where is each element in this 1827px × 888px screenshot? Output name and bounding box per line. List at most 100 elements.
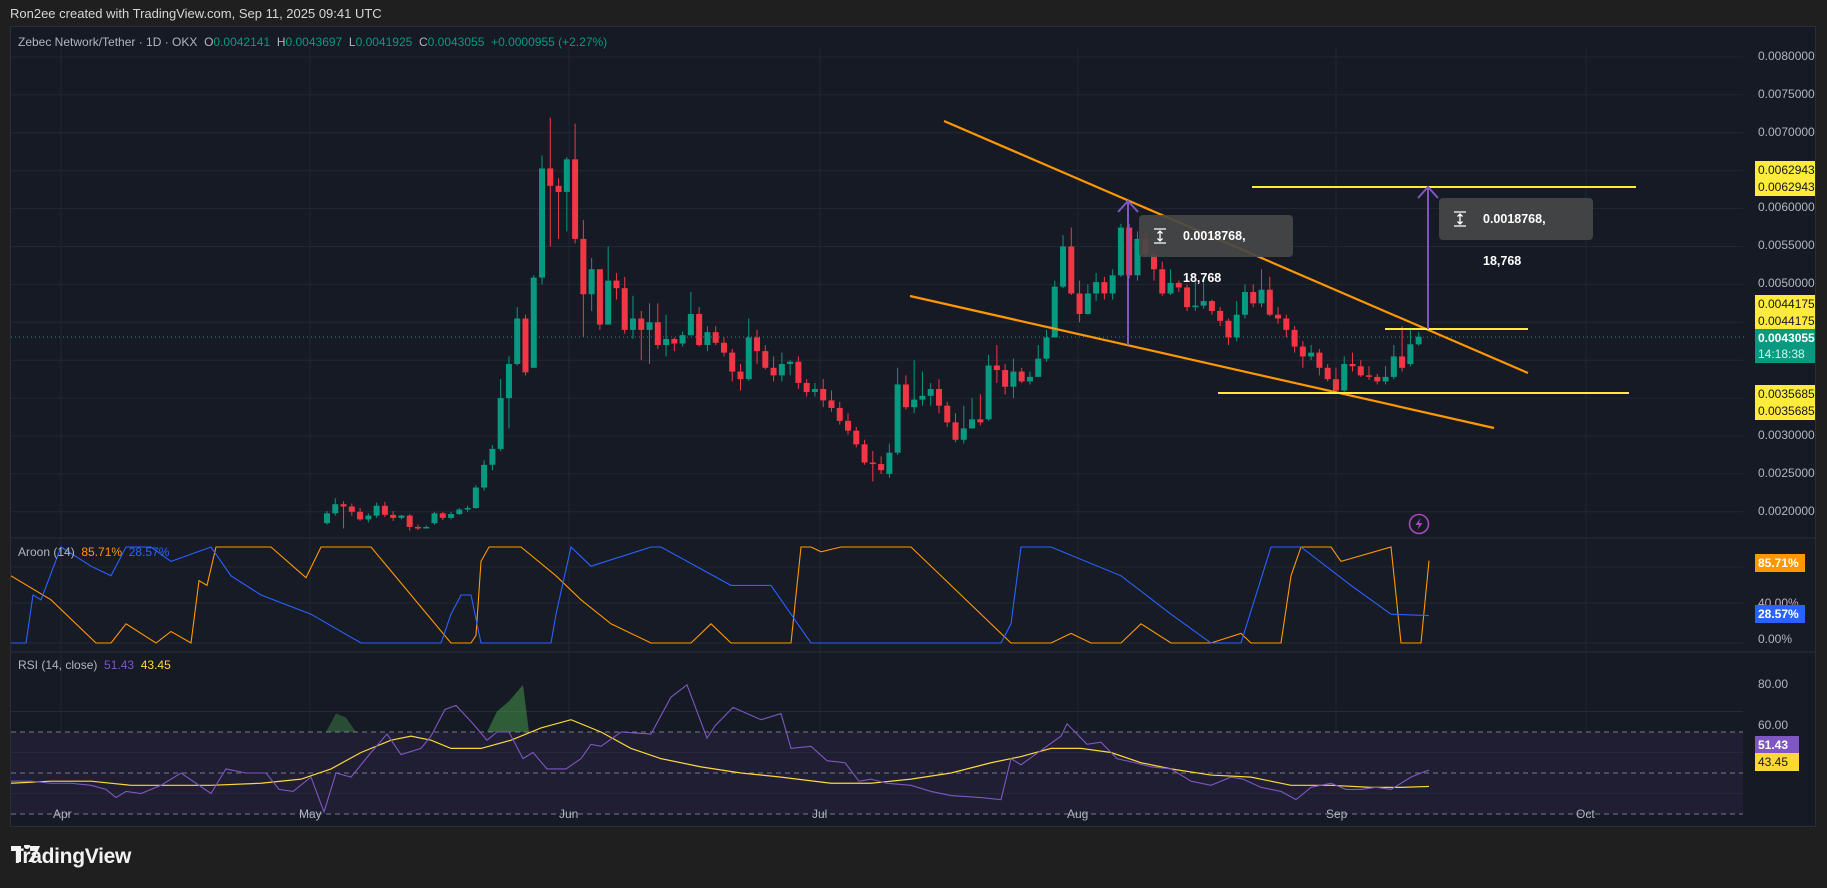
aroon-label: Aroon (14): [18, 545, 75, 559]
bullish-candle: [1407, 344, 1414, 364]
bullish-candle: [530, 277, 537, 368]
bullish-candle: [1134, 238, 1141, 276]
support-price-tag: 0.0035685: [1755, 385, 1815, 403]
bearish-candle: [993, 365, 1000, 371]
bullish-candle: [778, 363, 785, 376]
bullish-candle: [1043, 337, 1050, 359]
bearish-candle: [820, 389, 827, 401]
aroon-legend: Aroon (14) 85.71% 28.57%: [18, 545, 169, 559]
low-label: L: [348, 35, 356, 49]
bullish-candle: [423, 526, 430, 529]
bullish-candle: [663, 338, 670, 346]
bullish-candle: [811, 389, 818, 393]
close-label: C: [418, 35, 428, 49]
bearish-candle: [1299, 346, 1306, 357]
bearish-candle: [1076, 293, 1083, 314]
aroon-down-tag: 28.57%: [1755, 605, 1805, 623]
price-range-note[interactable]: 0.0018768, 18,768: [1439, 198, 1593, 268]
bullish-candle: [787, 361, 794, 364]
bearish-candle: [762, 351, 769, 368]
bearish-candle: [1324, 367, 1331, 380]
low-value: 0.0041925: [355, 35, 413, 49]
price-range-note[interactable]: 0.0018768, 18,768: [1139, 215, 1293, 285]
bullish-candle: [1167, 282, 1174, 294]
price-axis-label: 0.0020000: [1758, 504, 1815, 518]
rsi-overbought-fill: [326, 713, 356, 732]
bearish-candle: [348, 506, 355, 512]
price-range-value: 0.0018768, 18,768: [1183, 229, 1246, 285]
bearish-candle: [381, 505, 388, 515]
bullish-candle: [456, 509, 463, 515]
rsi-line: [11, 683, 1430, 814]
bearish-candle: [1184, 287, 1191, 308]
bullish-candle: [1200, 301, 1207, 306]
price-axis-label: 0.0080000: [1758, 49, 1815, 63]
bearish-candle: [845, 420, 852, 431]
vertical-range-icon: [1454, 211, 1466, 227]
rsi-ma-tag: 43.45: [1755, 753, 1799, 771]
bullish-candle: [489, 448, 496, 465]
lightning-event-icon[interactable]: [1408, 513, 1430, 535]
bullish-candle: [324, 513, 330, 524]
bearish-candle: [580, 238, 587, 295]
breakout-price-tag: 0.0044175: [1755, 295, 1815, 313]
bullish-candle: [1258, 289, 1265, 304]
bullish-candle: [373, 505, 380, 516]
bearish-candle: [654, 322, 661, 346]
bearish-candle: [944, 405, 951, 423]
rsi-value-tag: 51.43: [1755, 736, 1799, 754]
bearish-candle: [977, 419, 984, 423]
last-price-tag: 0.0043055: [1755, 329, 1815, 347]
aroon-down-line: [11, 545, 1430, 644]
aroon-up-line: [11, 546, 1430, 644]
bearish-candle: [737, 371, 744, 380]
rsi-label: RSI (14, close): [18, 658, 98, 672]
aroon-up-tag: 85.71%: [1755, 554, 1805, 572]
bearish-candle: [1101, 282, 1108, 294]
bullish-candle: [1233, 314, 1240, 338]
bearish-candle: [1208, 301, 1215, 311]
price-axis-label: 0.0050000: [1758, 276, 1815, 290]
bullish-candle: [1026, 376, 1033, 382]
aroon-up-value: 85.71%: [81, 545, 123, 559]
bullish-candle: [1192, 305, 1199, 308]
bullish-candle: [894, 384, 901, 453]
bearish-candle: [720, 342, 727, 353]
rsi-ma-value: 43.45: [140, 658, 171, 672]
target-price-tag: 0.0062943: [1755, 161, 1815, 179]
bullish-candle: [605, 280, 612, 325]
bullish-candle: [1341, 363, 1348, 391]
symbol-legend: Zebec Network/Tether · 1D · OKX O0.00421…: [18, 35, 607, 49]
rsi-axis-label: 80.00: [1758, 677, 1789, 691]
rsi-ma-line: [11, 719, 1430, 788]
bearish-candle: [729, 352, 736, 372]
time-axis-label: Aug: [1067, 807, 1089, 821]
aroon-down-value: 28.57%: [128, 545, 170, 559]
bullish-candle: [1109, 275, 1116, 294]
bullish-candle: [927, 389, 934, 396]
bearish-candle: [1374, 376, 1381, 382]
bearish-candle: [770, 367, 777, 376]
bearish-candle: [696, 313, 703, 346]
bullish-candle: [745, 337, 752, 380]
bullish-candle: [687, 313, 694, 336]
bearish-candle: [878, 464, 885, 471]
bearish-candle: [902, 384, 909, 408]
bearish-candle: [596, 269, 603, 325]
tradingview-logo[interactable]: TradingView: [11, 845, 131, 869]
open-value: 0.0042141: [213, 35, 271, 49]
bearish-candle: [1316, 352, 1323, 368]
bearish-candle: [621, 288, 628, 330]
time-axis-label: Jun: [559, 807, 579, 821]
time-axis-label: May: [299, 807, 322, 821]
bearish-candle: [853, 430, 860, 445]
tradingview-logo-icon: [11, 845, 40, 862]
bearish-candle: [1357, 366, 1364, 376]
bearish-candle: [836, 407, 843, 421]
bearish-candle: [935, 389, 942, 406]
chart-canvas[interactable]: [11, 27, 1816, 827]
chart-panel[interactable]: Zebec Network/Tether · 1D · OKX O0.00421…: [10, 26, 1816, 827]
bearish-candle: [439, 513, 446, 518]
bullish-candle: [1093, 282, 1100, 294]
rsi-axis-label: 60.00: [1758, 718, 1789, 732]
